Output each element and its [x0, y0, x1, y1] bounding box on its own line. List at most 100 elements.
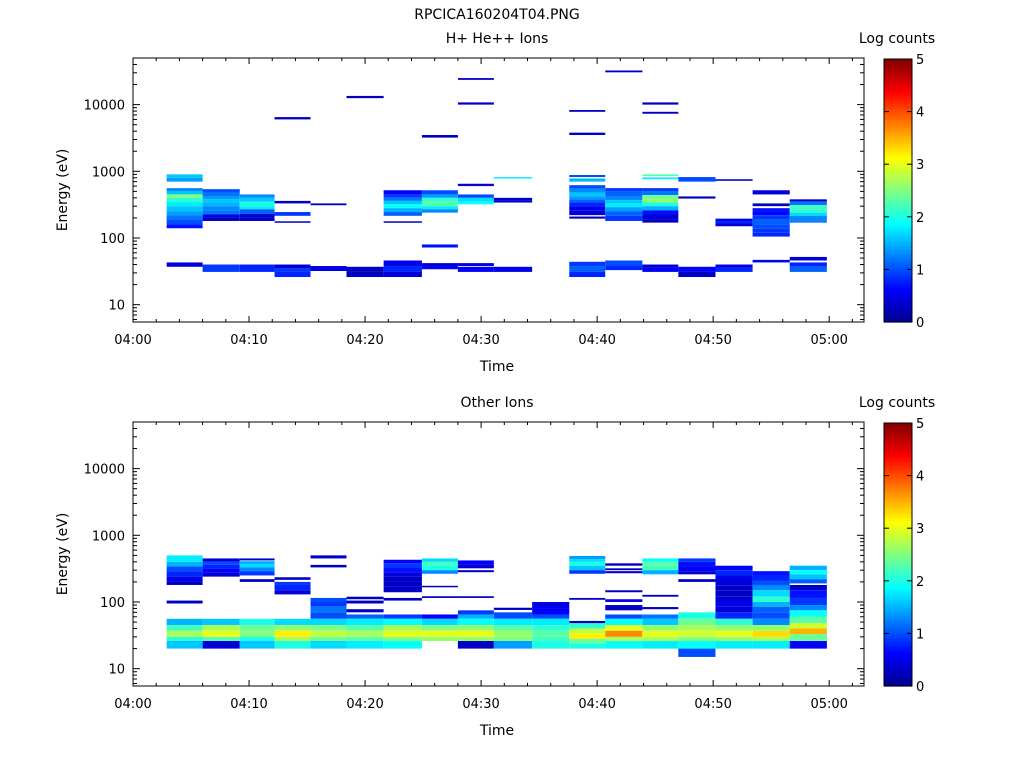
colorbar-segment: [884, 311, 912, 315]
heatmap-cell: [421, 636, 458, 642]
heatmap-cell: [678, 625, 716, 631]
colorbar-segment: [884, 145, 912, 150]
colorbar-segment: [884, 306, 912, 310]
y-tick-label: 10: [108, 663, 125, 678]
colorbar-segment: [884, 664, 912, 669]
heatmap-cell: [569, 199, 606, 203]
heatmap-cell: [383, 271, 422, 278]
colorbar-segment: [884, 488, 912, 492]
colorbar: 0 1 2 3 4 5 Log counts: [859, 395, 935, 695]
heatmap-cell: [383, 625, 422, 631]
heatmap-cell: [569, 178, 606, 182]
y-axis-label: Energy (eV): [55, 149, 71, 232]
heatmap-cell: [642, 206, 679, 211]
figure-title: RPCICA160204T04.PNG: [414, 7, 579, 23]
colorbar-segment: [884, 182, 912, 186]
heatmap-cell: [642, 174, 679, 177]
colorbar-segment: [884, 80, 912, 84]
colorbar-segment: [884, 319, 912, 323]
colorbar-segment: [884, 625, 912, 629]
x-tick-label: 04:20: [346, 697, 383, 712]
heatmap-cell: [569, 643, 606, 649]
y-tick-label: 1000: [92, 165, 125, 180]
heatmap-cell: [789, 220, 827, 223]
colorbar-segment: [884, 93, 912, 97]
y-tick-label: 1000: [92, 529, 125, 544]
colorbar-segment: [884, 554, 912, 558]
heatmap-cell: [457, 641, 494, 649]
heatmap-cell: [166, 581, 203, 585]
heatmap-cell: [715, 570, 753, 576]
colorbar-segment: [884, 151, 912, 155]
heatmap-cell: [605, 191, 643, 197]
heatmap-cell: [310, 630, 347, 637]
heatmap-cell: [642, 191, 679, 196]
heatmap-cell: [493, 200, 533, 203]
colorbar-segment: [884, 116, 912, 121]
colorbar-segment: [884, 517, 912, 521]
colorbar-segment: [884, 570, 912, 574]
heatmap-cell: [678, 612, 716, 619]
heatmap-cell: [789, 634, 827, 642]
x-tick-label: 04:00: [114, 333, 151, 348]
heatmap-cell: [569, 210, 606, 216]
colorbar-segment: [884, 95, 912, 100]
heatmap-cell: [715, 585, 753, 591]
heatmap-cell: [421, 558, 458, 562]
heatmap-cell: [569, 175, 606, 178]
heatmap-cell: [202, 568, 240, 573]
colorbar-segment: [884, 166, 912, 171]
heatmap-cell: [715, 264, 753, 268]
colorbar-segment: [884, 272, 912, 276]
colorbar-segment: [884, 436, 912, 440]
heatmap-cell: [642, 614, 679, 619]
colorbar-segment: [884, 69, 912, 73]
colorbar-segment: [884, 59, 912, 63]
heatmap-cell: [789, 641, 827, 649]
colorbar-segment: [884, 224, 912, 228]
colorbar-segment: [884, 103, 912, 107]
heatmap-cell: [421, 209, 458, 213]
heatmap-cell: [274, 577, 311, 580]
heatmap-cell: [715, 636, 753, 642]
heatmap-cell: [421, 630, 458, 637]
heatmap-cell: [715, 606, 753, 613]
heatmap-cell: [310, 641, 347, 649]
colorbar-segment: [884, 119, 912, 123]
heatmap-cell: [166, 197, 203, 202]
colorbar-segment: [884, 87, 912, 92]
heatmap-cell: [383, 190, 422, 195]
colorbar-segment: [884, 657, 912, 661]
heatmap-cell: [457, 194, 494, 198]
heatmap-cell: [166, 219, 203, 225]
heatmap-cell: [239, 618, 275, 626]
heatmap-cell: [532, 641, 570, 649]
colorbar-frame: [883, 58, 913, 323]
heatmap-cell: [605, 590, 643, 593]
heatmap-cell: [421, 194, 458, 198]
heatmap-cell: [569, 620, 606, 624]
heatmap-cell: [569, 559, 606, 562]
heatmap-cell: [166, 211, 203, 216]
colorbar-segment: [884, 122, 912, 126]
heatmap-cell: [642, 188, 679, 192]
heatmap-cell: [752, 636, 790, 642]
heatmap-cell: [605, 207, 643, 212]
heatmap-cell: [457, 197, 494, 202]
heatmap-cell: [532, 625, 570, 631]
heatmap-cell: [569, 110, 606, 112]
heatmap-cell: [642, 607, 679, 610]
colorbar-segment: [884, 580, 912, 585]
colorbar-tick-label: 2: [916, 211, 924, 226]
heatmap-cell: [569, 261, 606, 267]
colorbar-segment: [884, 578, 912, 582]
heatmap-cell: [421, 263, 458, 267]
colorbar-segment: [884, 467, 912, 471]
heatmap-cell: [421, 625, 458, 631]
colorbar-segment: [884, 137, 912, 142]
heatmap-cell: [310, 612, 347, 619]
heatmap-cell: [715, 625, 753, 631]
colorbar-frame: [883, 422, 913, 687]
heatmap-cell: [789, 579, 827, 584]
heatmap-cell: [605, 636, 643, 642]
